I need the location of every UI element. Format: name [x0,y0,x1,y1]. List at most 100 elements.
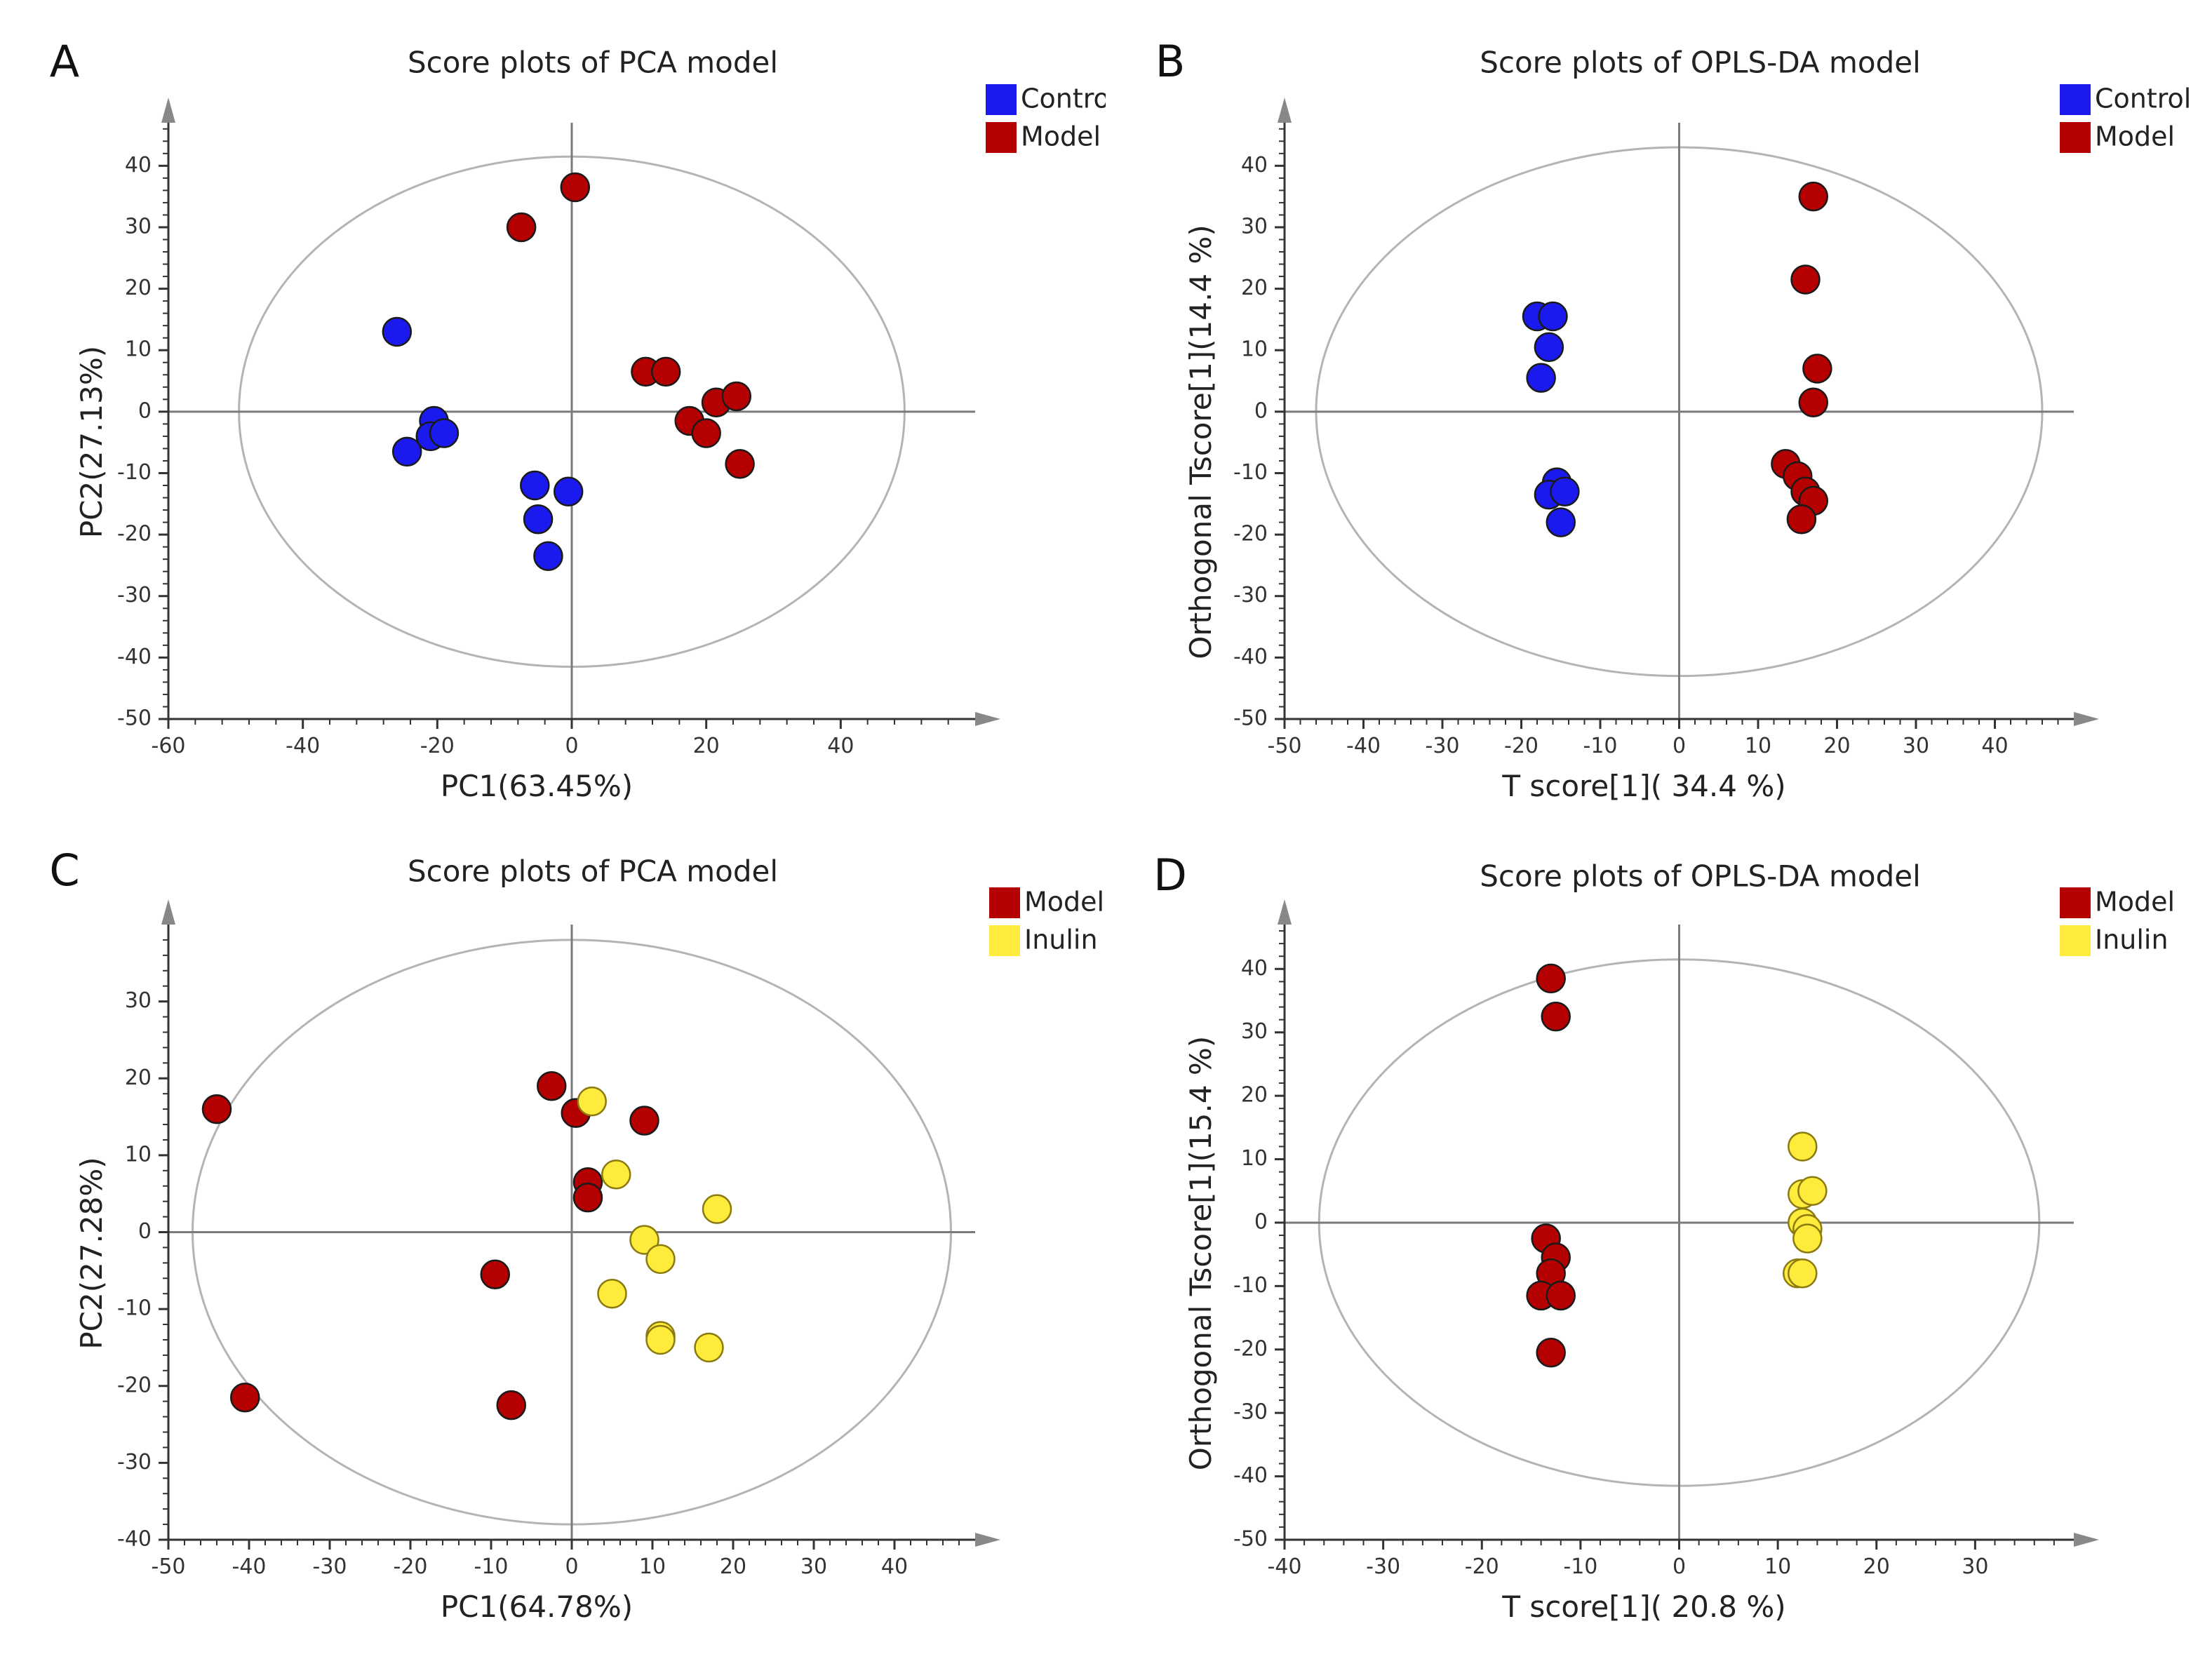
legend-swatch-model [989,887,1020,918]
y-tick-label: -20 [1233,1336,1268,1361]
y-tick-label: -30 [117,583,152,607]
data-point-control [429,418,460,448]
data-point-inulin [577,1086,607,1117]
data-point-model [691,418,721,448]
x-tick-label: 30 [1903,734,1929,758]
x-tick-label: 40 [827,734,854,758]
data-point-model [725,449,755,479]
data-point-inulin [645,1244,676,1275]
x-tick-label: 0 [1673,734,1686,758]
y-tick-label: -30 [1233,1400,1268,1425]
chart-title: Score plots of PCA model [408,854,778,889]
data-point-model [1790,264,1821,295]
data-point-model [537,1070,567,1101]
y-tick-label: -40 [117,645,152,669]
y-tick-label: 0 [138,398,152,423]
legend-swatch-model [2060,122,2091,153]
x-tick-label: 40 [881,1554,908,1579]
data-point-model [480,1259,510,1290]
y-tick-label: -20 [1233,522,1268,546]
legend-label-model: Model [2095,887,2175,918]
y-tick-label: -30 [1233,583,1268,607]
y-tick-label: 0 [138,1219,152,1244]
x-axis-label: PC1(63.45%) [441,769,633,803]
x-tick-label: -40 [232,1554,267,1579]
data-point-control [1546,507,1576,537]
x-tick-label: 10 [1764,1554,1791,1579]
data-point-model [1798,387,1828,417]
y-tick-label: -50 [1233,1527,1268,1552]
data-point-model [496,1390,526,1420]
data-point-model [1786,504,1817,535]
data-point-model [1541,1001,1571,1032]
x-axis-arrow-icon [2074,1533,2099,1547]
legend-swatch-inulin [2060,925,2091,956]
y-tick-label: -50 [117,706,152,731]
x-tick-label: 0 [1673,1554,1686,1579]
data-point-control [1534,332,1564,363]
panel-label: C [49,845,79,896]
data-point-inulin [629,1225,659,1255]
data-point-inulin [1797,1176,1828,1206]
y-tick-label: 40 [1241,956,1268,981]
data-point-control [382,316,413,347]
x-tick-label: 30 [800,1554,827,1579]
x-tick-label: -30 [1366,1554,1400,1579]
y-tick-label: 20 [125,1066,152,1090]
panel-label: B [1155,36,1186,87]
data-point-inulin [694,1332,724,1363]
y-axis-label: Orthogonal Tscore[1](14.4 %) [1184,224,1218,659]
data-point-inulin [1788,1131,1818,1162]
x-tick-label: 0 [565,1554,578,1579]
y-axis-arrow-icon [161,899,175,925]
data-point-control [523,504,554,535]
x-axis-label: PC1(64.78%) [441,1590,633,1624]
data-point-inulin [1792,1223,1823,1254]
y-tick-label: 30 [125,988,152,1013]
y-tick-label: 40 [1241,153,1268,177]
y-tick-label: -10 [117,460,152,485]
x-axis-arrow-icon [2074,712,2099,726]
x-tick-label: -40 [1268,1554,1302,1579]
x-axis-arrow-icon [975,712,1000,726]
legend-label-control: Control [2095,83,2191,114]
y-tick-label: 20 [125,276,152,300]
chart-title: Score plots of PCA model [408,46,778,80]
legend-swatch-inulin [989,925,1020,956]
data-point-model [1536,963,1566,994]
y-axis-label: PC2(27.28%) [74,1157,109,1349]
data-point-inulin [597,1278,627,1309]
data-point-model [721,381,752,412]
data-point-model [230,1382,260,1413]
y-axis-arrow-icon [161,98,175,123]
y-tick-label: 30 [1241,214,1268,239]
x-tick-label: -20 [1465,1554,1499,1579]
x-axis-label: T score[1]( 34.4 %) [1501,769,1785,803]
y-tick-label: 10 [125,337,152,362]
chart-panel-d: D Score plots of OPLS-DA model -40 -30 -20 -1… [1153,849,2175,1624]
y-tick-label: 40 [125,153,152,177]
y-tick-label: -40 [1233,1463,1268,1488]
y-tick-label: -40 [117,1527,152,1552]
x-tick-label: -30 [313,1554,347,1579]
data-point-inulin [702,1194,732,1224]
x-tick-label: -60 [152,734,186,758]
legend-label-model: Model [1021,121,1101,152]
x-axis-label: T score[1]( 20.8 %) [1501,1590,1785,1624]
y-tick-label: -40 [1233,645,1268,669]
x-tick-label: 20 [1863,1554,1890,1579]
x-tick-label: 10 [1745,734,1771,758]
data-point-model [1798,181,1828,212]
x-tick-label: -20 [394,1554,428,1579]
legend-label-inulin: Inulin [1024,925,1098,955]
x-axis-arrow-icon [975,1533,1000,1547]
x-tick-label: 20 [720,1554,746,1579]
y-tick-label: -10 [1233,1273,1268,1298]
y-axis-label: PC2(27.13%) [74,346,109,538]
legend-swatch-model [986,122,1017,153]
data-point-control [533,541,563,572]
legend-label-model: Model [1024,887,1104,918]
data-point-control [391,436,422,467]
chart-title: Score plots of OPLS-DA model [1480,46,1921,80]
